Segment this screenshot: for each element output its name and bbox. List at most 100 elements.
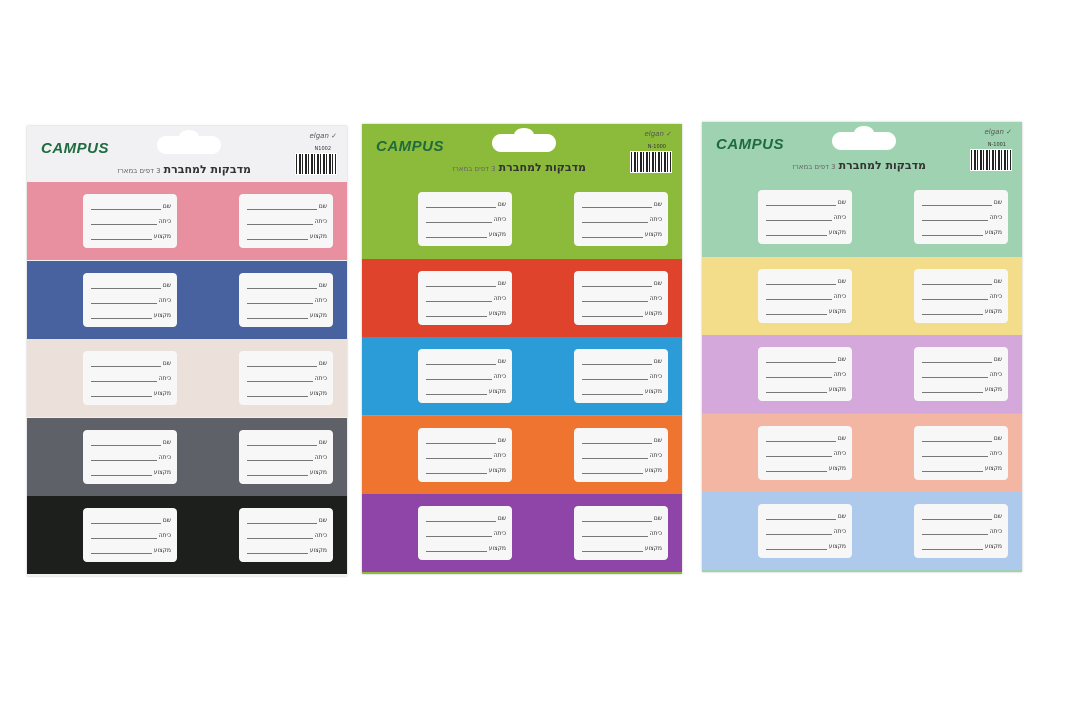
field-line <box>582 545 643 552</box>
name-label-sticker: שם כיתה מקצוע <box>418 270 512 325</box>
field-label: כיתה <box>649 530 662 537</box>
sticker-field: כיתה <box>247 451 327 461</box>
sticker-field: כיתה <box>91 529 171 539</box>
sticker-pack: CAMPUS elgan ✓ N1002 מדבקות למחברת3 דפים במ… <box>27 126 347 576</box>
field-label: כיתה <box>158 375 171 382</box>
sticker-band: שם כיתה מקצוע שם כיתה מקצוע <box>27 417 347 496</box>
sticker-field: מקצוע <box>582 464 662 474</box>
name-label-sticker: שם כיתה מקצוע <box>758 268 852 323</box>
field-label: כיתה <box>314 453 327 461</box>
field-line <box>766 214 832 221</box>
name-label-sticker: שם כיתה מקצוע <box>758 347 852 401</box>
sticker-field: מקצוע <box>426 385 506 395</box>
sticker-field: מקצוע <box>426 307 506 317</box>
field-line <box>922 386 983 393</box>
field-line <box>766 229 827 236</box>
sticker-band: שם כיתה מקצוע שם כיתה מקצוע <box>362 415 682 494</box>
field-label: מקצוע <box>488 231 506 238</box>
sticker-field: כיתה <box>91 215 171 225</box>
field-label: מקצוע <box>984 307 1002 315</box>
field-label: מקצוע <box>828 543 846 550</box>
sticker-field: שם <box>91 200 171 210</box>
sticker-field: שם <box>426 198 506 208</box>
sticker-field: כיתה <box>766 525 846 535</box>
title-text: מדבקות למחברת <box>838 159 926 172</box>
field-line <box>766 356 836 363</box>
field-label: שם <box>837 277 846 285</box>
field-label: מקצוע <box>488 309 506 317</box>
field-line <box>766 543 827 550</box>
name-label-sticker: שם כיתה מקצוע <box>239 508 333 562</box>
field-label: מקצוע <box>644 466 662 474</box>
sticker-field: מקצוע <box>91 466 171 476</box>
sticker-field: כיתה <box>426 449 506 459</box>
field-line <box>766 386 827 393</box>
sticker-field: מקצוע <box>247 387 327 397</box>
field-label: כיתה <box>649 294 662 302</box>
field-line <box>247 233 308 240</box>
field-label: כיתה <box>314 218 327 225</box>
field-label: שם <box>162 203 171 210</box>
field-line <box>91 454 157 461</box>
field-label: שם <box>993 513 1002 520</box>
field-label: מקצוע <box>309 547 327 554</box>
sticker-field: כיתה <box>91 372 171 382</box>
barcode <box>970 149 1012 171</box>
field-line <box>766 528 832 535</box>
field-label: שם <box>837 356 846 363</box>
name-label-sticker: שם כיתה מקצוע <box>574 506 668 560</box>
pack-header: CAMPUS elgan ✓ N-1001 מדבקות למחברת3 דפים ב… <box>702 122 1022 178</box>
field-line <box>91 469 152 476</box>
field-line <box>426 530 492 537</box>
field-line <box>582 373 648 380</box>
sticker-field: כיתה <box>582 449 662 459</box>
field-label: כיתה <box>989 371 1002 378</box>
field-line <box>91 218 157 225</box>
sticker-field: שם <box>766 510 846 520</box>
field-label: שם <box>318 517 327 524</box>
brand-logo: CAMPUS <box>376 138 445 155</box>
sticker-field: כיתה <box>766 290 846 300</box>
field-line <box>426 358 496 365</box>
field-line <box>582 467 643 474</box>
field-label: שם <box>653 358 662 365</box>
field-line <box>91 282 161 289</box>
sticker-field: מקצוע <box>766 226 846 236</box>
sticker-field: מקצוע <box>582 228 662 238</box>
field-line <box>922 435 992 442</box>
sticker-band: שם כיתה מקצוע שם כיתה מקצוע <box>362 180 682 258</box>
field-label: שם <box>318 281 327 289</box>
field-label: מקצוע <box>984 543 1002 550</box>
field-label: כיתה <box>493 373 506 380</box>
name-label-sticker: שם כיתה מקצוע <box>758 190 852 244</box>
field-line <box>91 517 161 524</box>
sticker-field: שם <box>247 200 327 210</box>
sticker-field: שם <box>247 514 327 524</box>
field-label: כיתה <box>493 216 506 223</box>
field-line <box>922 513 992 520</box>
sticker-field: מקצוע <box>582 307 662 317</box>
field-line <box>582 295 648 302</box>
field-label: מקצוע <box>309 233 327 240</box>
field-label: כיתה <box>989 292 1002 300</box>
field-label: שם <box>497 515 506 522</box>
sticker-field: שם <box>247 279 327 289</box>
field-label: שם <box>837 434 846 442</box>
sticker-field: כיתה <box>426 370 506 380</box>
field-label: מקצוע <box>644 309 662 317</box>
sticker-field: כיתה <box>582 527 662 537</box>
name-label-sticker: שם כיתה מקצוע <box>914 268 1008 323</box>
field-label: שם <box>162 517 171 524</box>
sticker-field: מקצוע <box>582 385 662 395</box>
sticker-band: שם כיתה מקצוע שם כיתה מקצוע <box>362 258 682 337</box>
field-line <box>247 360 317 367</box>
field-line <box>247 454 313 461</box>
field-label: שם <box>653 515 662 522</box>
field-line <box>922 308 983 315</box>
field-label: מקצוע <box>828 464 846 472</box>
sticker-field: מקצוע <box>247 230 327 240</box>
barcode <box>295 153 337 175</box>
field-line <box>426 310 487 317</box>
sticker-field: כיתה <box>582 370 662 380</box>
sticker-field: כיתה <box>91 294 171 304</box>
